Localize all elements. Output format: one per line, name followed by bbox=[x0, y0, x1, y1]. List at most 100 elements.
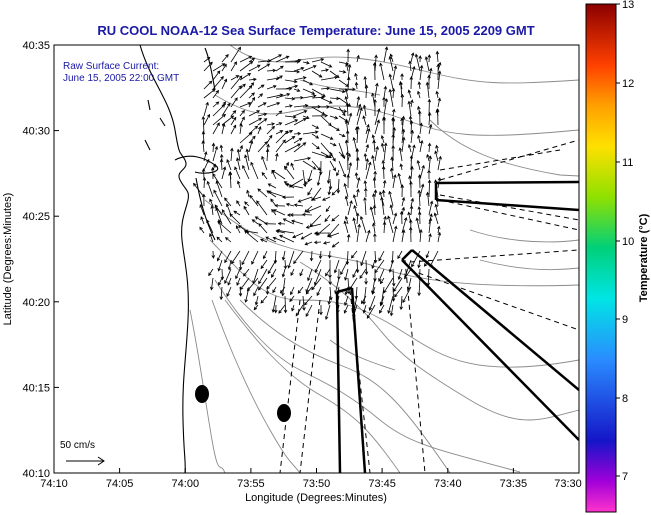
current-vector bbox=[329, 142, 337, 147]
current-vector bbox=[434, 179, 439, 198]
current-vector bbox=[388, 259, 394, 273]
current-vector bbox=[388, 73, 394, 90]
current-vector bbox=[400, 73, 404, 81]
current-vector bbox=[219, 286, 224, 301]
current-vector bbox=[356, 223, 361, 243]
current-vector bbox=[311, 160, 321, 171]
current-vector bbox=[282, 218, 295, 225]
current-vector bbox=[407, 100, 412, 117]
current-vector bbox=[352, 217, 358, 234]
current-vector bbox=[221, 209, 232, 225]
current-vector bbox=[239, 55, 253, 63]
radar-beam-lines bbox=[279, 139, 579, 473]
current-vector bbox=[417, 211, 422, 225]
current-vector bbox=[278, 304, 286, 314]
current-vector bbox=[221, 115, 235, 126]
current-vector bbox=[248, 140, 254, 153]
current-vector bbox=[258, 268, 268, 285]
current-vector bbox=[277, 221, 286, 226]
current-vector bbox=[365, 123, 370, 135]
current-vector bbox=[257, 112, 268, 117]
colorbar-tick-label: 9 bbox=[622, 314, 628, 326]
current-vector bbox=[307, 187, 313, 196]
current-vector bbox=[371, 92, 376, 108]
current-vector bbox=[356, 95, 361, 108]
station-marker-2 bbox=[277, 404, 291, 422]
current-vector bbox=[347, 63, 352, 81]
current-vector bbox=[333, 259, 340, 274]
current-vector bbox=[284, 69, 301, 74]
current-vector bbox=[364, 84, 369, 99]
current-vector bbox=[224, 237, 232, 243]
current-vector bbox=[293, 110, 308, 117]
current-vector bbox=[199, 226, 205, 234]
current-vector bbox=[281, 268, 286, 278]
current-vector bbox=[281, 277, 286, 297]
current-vector bbox=[311, 142, 320, 150]
x-tick-label: 74:00 bbox=[172, 478, 200, 490]
current-vector bbox=[359, 215, 367, 234]
x-axis: 74:10 74:05 74:00 73:55 73:50 73:45 73:4… bbox=[40, 468, 582, 504]
current-vector bbox=[363, 180, 368, 189]
current-vector bbox=[331, 214, 340, 222]
current-vector bbox=[356, 156, 360, 171]
current-vector bbox=[203, 158, 210, 171]
current-vector bbox=[374, 108, 381, 126]
colorbar-tick-label: 7 bbox=[622, 471, 628, 483]
current-vector bbox=[224, 250, 232, 264]
current-vector bbox=[266, 102, 281, 108]
current-vector bbox=[417, 189, 422, 207]
current-vector bbox=[254, 295, 259, 306]
current-vector bbox=[283, 295, 288, 314]
current-vector bbox=[266, 68, 277, 73]
current-vector bbox=[267, 183, 277, 189]
current-vector bbox=[200, 216, 205, 225]
current-vector bbox=[364, 259, 369, 276]
current-vector bbox=[415, 217, 421, 234]
colorbar-tick-label: 8 bbox=[622, 393, 628, 405]
current-vector bbox=[303, 178, 313, 185]
current-vector bbox=[311, 277, 322, 291]
current-vector bbox=[363, 196, 367, 216]
current-vector bbox=[235, 225, 241, 234]
current-vector bbox=[284, 136, 296, 144]
current-vector bbox=[211, 142, 216, 153]
current-vector bbox=[322, 241, 331, 245]
current-vector bbox=[373, 232, 377, 243]
current-vector bbox=[285, 202, 295, 207]
current-vector bbox=[239, 123, 243, 135]
current-vector bbox=[408, 115, 413, 126]
current-vector bbox=[230, 116, 237, 126]
current-vector bbox=[206, 180, 214, 198]
current-vector bbox=[270, 198, 277, 207]
current-vector bbox=[389, 53, 394, 63]
current-vector bbox=[320, 86, 331, 91]
current-vector bbox=[303, 295, 313, 306]
y-tick-label: 40:15 bbox=[22, 382, 50, 394]
current-vector bbox=[209, 233, 214, 243]
current-vector bbox=[346, 76, 351, 90]
current-vector bbox=[248, 82, 255, 90]
current-vector bbox=[379, 304, 385, 314]
current-vector bbox=[257, 63, 271, 72]
current-vector bbox=[305, 223, 322, 229]
station-marker-1 bbox=[195, 385, 209, 403]
current-vector bbox=[309, 250, 314, 262]
current-vector bbox=[266, 277, 277, 290]
current-vector bbox=[328, 260, 332, 279]
current-vector bbox=[383, 98, 389, 117]
current-vector bbox=[221, 54, 229, 63]
current-vector bbox=[436, 225, 441, 234]
current-vector bbox=[356, 54, 360, 63]
current-vector bbox=[437, 176, 442, 189]
current-vector bbox=[436, 63, 440, 81]
current-vector bbox=[417, 81, 422, 90]
current-vector bbox=[283, 165, 295, 180]
current-vector bbox=[371, 286, 376, 295]
y-tick-label: 40:30 bbox=[22, 126, 50, 138]
current-vector bbox=[201, 140, 205, 153]
current-vector bbox=[378, 250, 385, 262]
current-vector bbox=[383, 142, 388, 162]
current-vector bbox=[356, 188, 360, 198]
